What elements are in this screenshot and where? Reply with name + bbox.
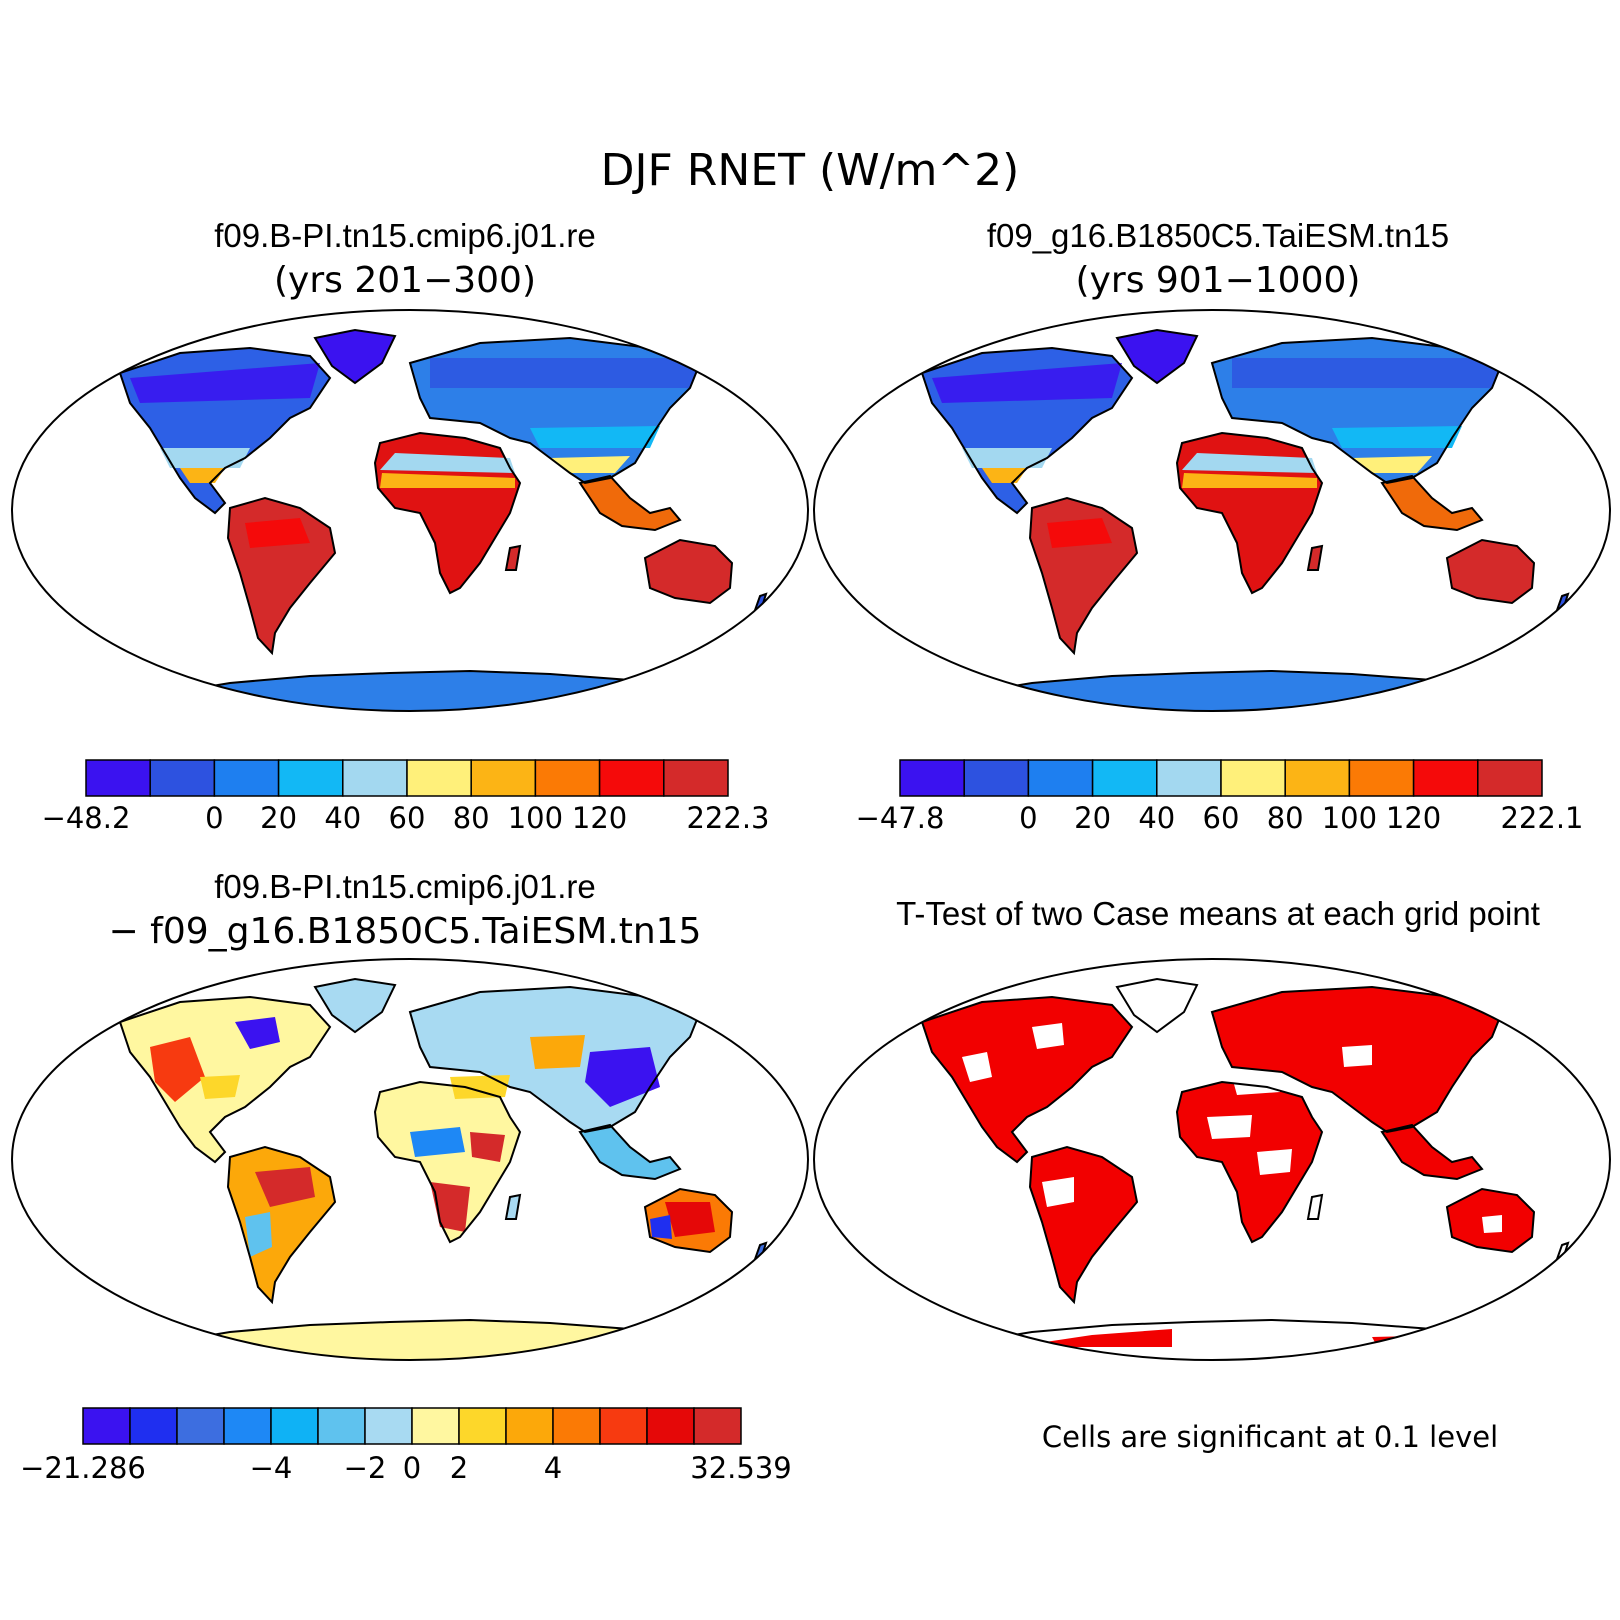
map-frame-diff [11, 958, 809, 1361]
colorbar-box-8 [1412, 759, 1479, 797]
map-frame-case2 [813, 309, 1611, 712]
panel-ttest: T-Test of two Case means at each grid po… [813, 895, 1611, 1454]
colorbar-tick-label: 120 [1386, 801, 1441, 835]
colorbar-box-4 [342, 759, 408, 797]
colorbar-tick-label: 80 [453, 801, 490, 835]
map-frame-ttest [813, 958, 1611, 1361]
colorbar-box-7 [411, 1407, 460, 1445]
colorbar-box-7 [534, 759, 601, 797]
colorbar-tick-label: 2 [450, 1451, 468, 1485]
panel-diff-title: f09.B-PI.tn15.cmip6.j01.re [214, 868, 596, 905]
colorbar-tick-label: 0 [1019, 801, 1037, 835]
land-field-case2 [922, 330, 1568, 711]
panel-case1-title: f09.B-PI.tn15.cmip6.j01.re [214, 217, 596, 254]
colorbar-case1: −48.2 0 20 40 60 80 100 120 222.3 [42, 759, 770, 835]
colorbar-box-13 [693, 1407, 742, 1445]
colorbar-box-6 [1284, 759, 1351, 797]
panel-case2-years: (yrs 901−1000) [1076, 260, 1361, 301]
colorbar-box-5 [1220, 759, 1286, 797]
significance-note: Cells are significant at 0.1 level [1042, 1420, 1498, 1454]
colorbar-box-9 [663, 759, 729, 797]
colorbar-tick-label: −21.286 [20, 1451, 146, 1485]
colorbar-box-2 [1027, 759, 1094, 797]
colorbar-box-4 [270, 1407, 319, 1445]
colorbar-box-9 [505, 1407, 554, 1445]
colorbar-box-8 [598, 759, 665, 797]
colorbar-box-0 [82, 1407, 131, 1445]
colorbar-box-5 [317, 1407, 366, 1445]
map-frame-case1 [11, 309, 809, 712]
colorbar-box-1 [129, 1407, 178, 1445]
colorbar-box-6 [470, 759, 537, 797]
colorbar-diff: −21.286 −4 −2 0 2 4 32.539 [20, 1407, 792, 1485]
colorbar-box-7 [1348, 759, 1415, 797]
colorbar-tick-label: 100 [508, 801, 563, 835]
land-field-diff [120, 979, 766, 1360]
panel-case2: f09_g16.B1850C5.TaiESM.tn15 (yrs 901−100… [813, 217, 1611, 835]
colorbar-box-1 [963, 759, 1030, 797]
colorbar-tick-label: −2 [344, 1451, 387, 1485]
colorbar-tick-label: 60 [389, 801, 426, 835]
map-diff [11, 958, 809, 1361]
colorbar-tick-label: 60 [1203, 801, 1240, 835]
figure-title: DJF RNET (W/m^2) [601, 145, 1020, 196]
colorbar-box-0 [85, 759, 151, 797]
colorbar-tick-label: 40 [1138, 801, 1175, 835]
colorbar-tick-label: −47.8 [856, 801, 945, 835]
colorbar-tick-label: 20 [260, 801, 297, 835]
colorbar-box-10 [552, 1407, 601, 1445]
colorbar-tick-label: 100 [1322, 801, 1377, 835]
map-case2 [813, 309, 1611, 712]
colorbar-box-3 [223, 1407, 272, 1445]
colorbar-box-2 [213, 759, 280, 797]
colorbar-box-3 [1091, 759, 1158, 797]
colorbar-box-12 [646, 1407, 695, 1445]
land-field-case1 [120, 330, 766, 711]
colorbar-tick-label: 120 [572, 801, 627, 835]
colorbar-tick-label: 80 [1267, 801, 1304, 835]
colorbar-box-8 [458, 1407, 507, 1445]
colorbar-box-6 [364, 1407, 413, 1445]
panel-case1-years: (yrs 201−300) [274, 260, 536, 301]
colorbar-box-2 [176, 1407, 225, 1445]
panel-ttest-title: T-Test of two Case means at each grid po… [896, 895, 1540, 932]
colorbar-case2: −47.8 0 20 40 60 80 100 120 222.1 [856, 759, 1584, 835]
map-ttest [813, 958, 1611, 1361]
panel-case1: f09.B-PI.tn15.cmip6.j01.re (yrs 201−300) [11, 217, 809, 835]
colorbar-tick-label: 0 [205, 801, 223, 835]
panel-diff: f09.B-PI.tn15.cmip6.j01.re − f09_g16.B18… [11, 868, 809, 1485]
panel-diff-subtitle: − f09_g16.B1850C5.TaiESM.tn15 [109, 911, 702, 952]
colorbar-tick-label: 32.539 [690, 1451, 791, 1485]
colorbar-box-3 [277, 759, 344, 797]
colorbar-tick-label: 20 [1074, 801, 1111, 835]
map-case1 [11, 309, 809, 712]
panel-case2-title: f09_g16.B1850C5.TaiESM.tn15 [987, 217, 1449, 254]
colorbar-box-5 [406, 759, 472, 797]
colorbar-box-0 [899, 759, 965, 797]
colorbar-tick-label: −48.2 [42, 801, 131, 835]
colorbar-tick-label: −4 [250, 1451, 293, 1485]
colorbar-tick-label: 40 [324, 801, 361, 835]
colorbar-box-1 [149, 759, 216, 797]
colorbar-tick-label: 4 [544, 1451, 562, 1485]
colorbar-box-9 [1477, 759, 1543, 797]
colorbar-tick-label: 222.3 [686, 801, 769, 835]
colorbar-box-11 [599, 1407, 648, 1445]
colorbar-tick-label: 0 [403, 1451, 421, 1485]
colorbar-tick-label: 222.1 [1500, 801, 1583, 835]
colorbar-box-4 [1156, 759, 1222, 797]
